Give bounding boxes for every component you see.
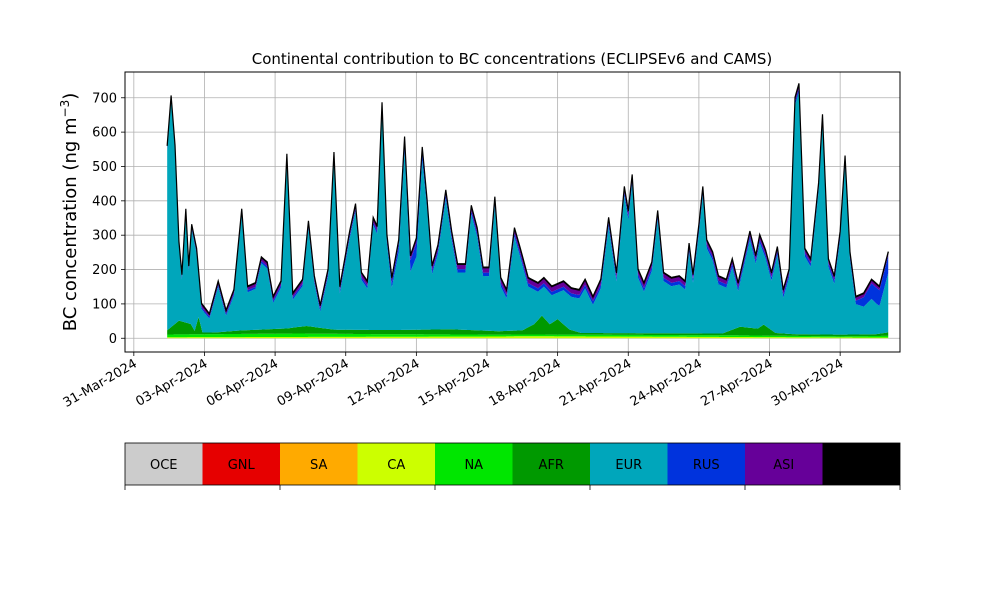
plot-area (124, 71, 901, 353)
legend-label-asi: ASI (773, 458, 794, 473)
legend-swatch-rus (667, 443, 745, 485)
x-axis: 31-Mar-202403-Apr-202406-Apr-202409-Apr-… (61, 352, 846, 411)
x-tick-label: 03-Apr-2024 (133, 356, 210, 409)
area-afr (167, 315, 889, 337)
y-tick-label: 600 (92, 126, 117, 141)
legend: OCE GNL SA CA NA AFR EUR RUS ASI AUS (124, 442, 901, 490)
legend-swatch-na (435, 443, 513, 485)
legend-label-aus: AUS (848, 458, 875, 473)
x-tick-label: 12-Apr-2024 (345, 356, 422, 409)
y-axis-label-close: ) (60, 93, 81, 100)
area-eur (167, 91, 889, 335)
y-tick-label: 700 (92, 91, 117, 106)
legend-label-gnl: GNL (228, 458, 256, 473)
legend-swatch-aus (822, 443, 900, 485)
legend-swatch-oce (125, 443, 203, 485)
y-axis-label-main: BC concentration (ng m (60, 117, 81, 331)
y-tick-label: 200 (92, 263, 117, 278)
x-tick-label: 27-Apr-2024 (698, 356, 775, 409)
x-tick-label: 31-Mar-2024 (61, 356, 140, 410)
y-tick-label: 500 (92, 160, 117, 175)
y-tick-label: 100 (92, 297, 117, 312)
plot-frame (124, 71, 901, 353)
x-tick-label: 21-Apr-2024 (557, 356, 634, 409)
x-tick-label: 09-Apr-2024 (275, 356, 352, 409)
legend-label-na: NA (464, 458, 483, 473)
legend-label-afr: AFR (539, 458, 564, 473)
stacked-areas (166, 83, 889, 339)
area-na (167, 333, 889, 338)
legend-swatch-sa (280, 443, 358, 485)
legend-swatch-gnl (202, 443, 280, 485)
legend-frame (124, 442, 901, 486)
x-tick-label: 15-Apr-2024 (416, 356, 493, 409)
y-tick-label: 400 (92, 194, 117, 209)
legend-swatch-asi (745, 443, 823, 485)
legend-label-ca: CA (387, 458, 405, 473)
area-ca (167, 336, 889, 339)
legend-label-oce: OCE (150, 458, 178, 473)
y-tick-label: 0 (109, 332, 117, 347)
legend-swatch-ca (357, 443, 435, 485)
legend-label-sa: SA (310, 458, 327, 473)
area-aus (166, 83, 889, 316)
x-tick-label: 24-Apr-2024 (628, 356, 705, 409)
legend-label-rus: RUS (693, 458, 720, 473)
y-axis-label: BC concentration (ng m−3) (58, 93, 81, 332)
legend-swatch-afr (512, 443, 590, 485)
legend-label-eur: EUR (615, 458, 642, 473)
x-tick-label: 06-Apr-2024 (204, 356, 281, 409)
legend-swatch-eur (590, 443, 668, 485)
x-tick-label: 18-Apr-2024 (487, 356, 564, 409)
y-axis-label-exponent: −3 (58, 100, 72, 118)
y-tick-label: 300 (92, 229, 117, 244)
x-tick-label: 30-Apr-2024 (769, 356, 846, 409)
chart-title: Continental contribution to BC concentra… (252, 50, 773, 68)
y-axis: 0 100 200 300 400 500 600 700 (92, 91, 125, 347)
